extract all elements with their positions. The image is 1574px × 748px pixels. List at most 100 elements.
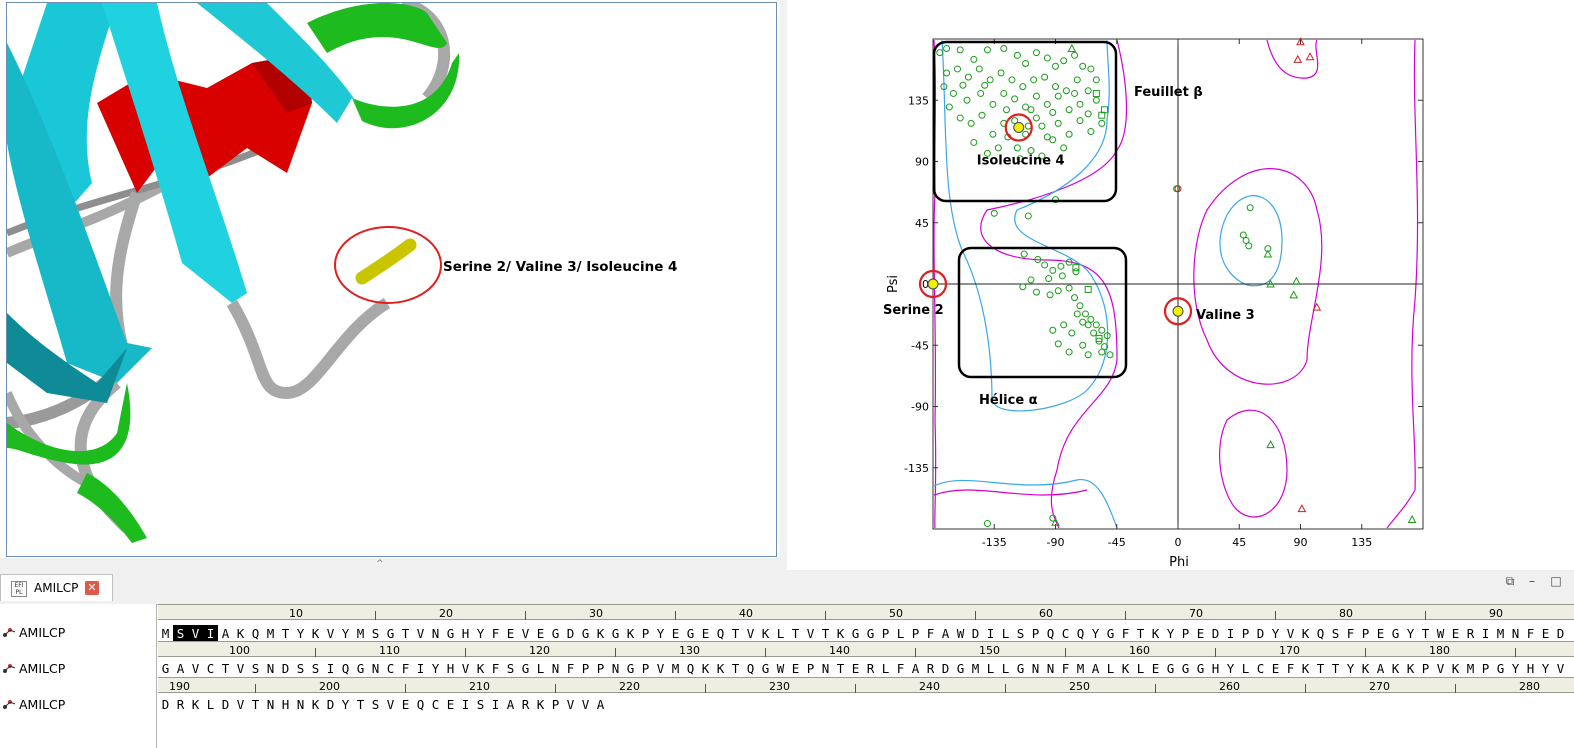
residue[interactable]: T: [1316, 661, 1325, 676]
residue[interactable]: K: [1301, 626, 1310, 641]
residue[interactable]: V: [326, 626, 335, 641]
residue[interactable]: Y: [1091, 626, 1100, 641]
residue[interactable]: S: [371, 626, 380, 641]
residue[interactable]: L: [986, 661, 995, 676]
residue[interactable]: E: [1451, 626, 1460, 641]
residue[interactable]: N: [821, 661, 830, 676]
restore-icon[interactable]: ⧉: [1505, 574, 1515, 588]
residue[interactable]: D: [566, 626, 575, 641]
residue[interactable]: C: [1256, 661, 1265, 676]
residue[interactable]: L: [776, 626, 785, 641]
residue[interactable]: K: [701, 661, 710, 676]
residue[interactable]: K: [311, 626, 320, 641]
residue[interactable]: D: [1256, 626, 1265, 641]
residue[interactable]: Y: [1541, 661, 1550, 676]
residue[interactable]: V: [236, 697, 245, 712]
residue[interactable]: M: [1466, 661, 1475, 676]
residue[interactable]: R: [521, 697, 530, 712]
residue[interactable]: Y: [476, 626, 485, 641]
residue[interactable]: M: [671, 661, 680, 676]
residue[interactable]: F: [401, 661, 410, 676]
residue[interactable]: K: [1391, 661, 1400, 676]
residue[interactable]: R: [866, 661, 875, 676]
residue[interactable]: E: [401, 697, 410, 712]
residue[interactable]: Y: [656, 626, 665, 641]
residue[interactable]: C: [206, 661, 215, 676]
residue[interactable]: I: [491, 697, 500, 712]
residue[interactable]: A: [596, 697, 605, 712]
residue[interactable]: L: [206, 697, 215, 712]
splitter-grip-icon[interactable]: ^: [376, 559, 384, 569]
residue[interactable]: G: [1016, 661, 1025, 676]
residue[interactable]: V: [521, 626, 530, 641]
residue[interactable]: P: [641, 661, 650, 676]
residue[interactable]: M: [971, 661, 980, 676]
residue[interactable]: E: [851, 661, 860, 676]
residue[interactable]: D: [221, 697, 230, 712]
residue[interactable]: Q: [341, 661, 350, 676]
residue[interactable]: T: [821, 626, 830, 641]
residue[interactable]: D: [1556, 626, 1565, 641]
residue[interactable]: V: [1436, 661, 1445, 676]
residue[interactable]: E: [446, 697, 455, 712]
residue[interactable]: N: [266, 697, 275, 712]
residue[interactable]: F: [1061, 661, 1070, 676]
residue[interactable]: G: [611, 626, 620, 641]
residue[interactable]: I: [1226, 626, 1235, 641]
residue[interactable]: N: [296, 697, 305, 712]
residue[interactable]: G: [521, 661, 530, 676]
residue[interactable]: P: [551, 697, 560, 712]
residue[interactable]: P: [1481, 661, 1490, 676]
horizontal-splitter[interactable]: [0, 558, 787, 570]
residue[interactable]: A: [1091, 661, 1100, 676]
residue[interactable]: E: [1196, 626, 1205, 641]
residue[interactable]: D: [281, 661, 290, 676]
residue[interactable]: T: [731, 661, 740, 676]
residue[interactable]: F: [1526, 626, 1535, 641]
residue[interactable]: V: [236, 661, 245, 676]
residue[interactable]: A: [176, 661, 185, 676]
residue[interactable]: K: [1121, 661, 1130, 676]
residue[interactable]: N: [1511, 626, 1520, 641]
close-icon[interactable]: ✕: [85, 581, 99, 595]
residue[interactable]: C: [386, 661, 395, 676]
residue[interactable]: E: [536, 626, 545, 641]
residue[interactable]: G: [581, 626, 590, 641]
residue[interactable]: K: [1361, 661, 1370, 676]
residue[interactable]: G: [551, 626, 560, 641]
residue[interactable]: W: [956, 626, 965, 641]
residue[interactable]: F: [1121, 626, 1130, 641]
residue[interactable]: P: [806, 661, 815, 676]
residue[interactable]: P: [911, 626, 920, 641]
residue[interactable]: V: [188, 625, 203, 643]
residue[interactable]: S: [296, 661, 305, 676]
residue[interactable]: K: [536, 697, 545, 712]
residue[interactable]: K: [596, 626, 605, 641]
residue[interactable]: I: [986, 626, 995, 641]
residue[interactable]: Q: [1046, 626, 1055, 641]
residue[interactable]: N: [551, 661, 560, 676]
residue[interactable]: F: [926, 626, 935, 641]
residue[interactable]: V: [386, 697, 395, 712]
residue[interactable]: G: [851, 626, 860, 641]
residue[interactable]: A: [941, 626, 950, 641]
residue[interactable]: K: [311, 697, 320, 712]
residue[interactable]: T: [791, 626, 800, 641]
residue[interactable]: H: [281, 697, 290, 712]
residue[interactable]: G: [1181, 661, 1190, 676]
vertical-splitter[interactable]: [779, 0, 787, 568]
residue[interactable]: T: [1331, 661, 1340, 676]
residue[interactable]: Q: [1076, 626, 1085, 641]
residue[interactable]: G: [446, 626, 455, 641]
sequence-name-row[interactable]: AMILCP: [0, 624, 156, 642]
residue[interactable]: T: [281, 626, 290, 641]
residue[interactable]: E: [1376, 626, 1385, 641]
residue[interactable]: G: [1166, 661, 1175, 676]
residue[interactable]: G: [1196, 661, 1205, 676]
residue[interactable]: Q: [716, 626, 725, 641]
residue[interactable]: C: [431, 697, 440, 712]
residue[interactable]: G: [761, 661, 770, 676]
residue[interactable]: E: [1271, 661, 1280, 676]
residue[interactable]: D: [971, 626, 980, 641]
